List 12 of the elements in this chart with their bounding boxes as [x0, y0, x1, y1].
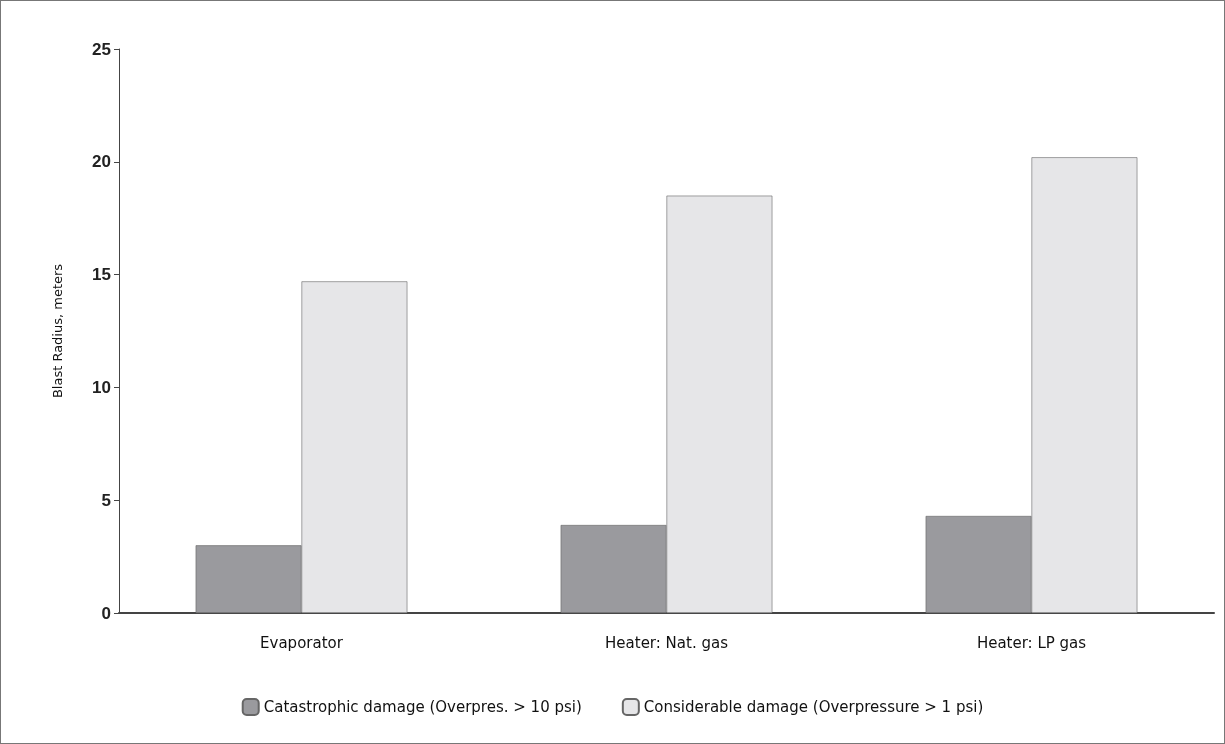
legend-label: Catastrophic damage (Overpres. > 10 psi): [263, 698, 582, 716]
x-tick-label: Heater: LP gas: [976, 633, 1087, 652]
y-tick-label: 15: [92, 265, 111, 285]
y-tick-label: 5: [101, 490, 111, 510]
y-tick-label: 0: [101, 603, 111, 623]
y-tick-label: 10: [92, 377, 111, 397]
legend-label: Considerable damage (Overpressure > 1 psi): [643, 698, 984, 716]
y-tick-label: 20: [92, 152, 111, 172]
y-axis-title: Blast Radius, meters: [50, 263, 65, 399]
x-tick-label: Heater: Nat. gas: [605, 633, 729, 652]
x-tick-label: Evaporator: [260, 633, 344, 652]
y-tick-label: 25: [92, 39, 111, 59]
